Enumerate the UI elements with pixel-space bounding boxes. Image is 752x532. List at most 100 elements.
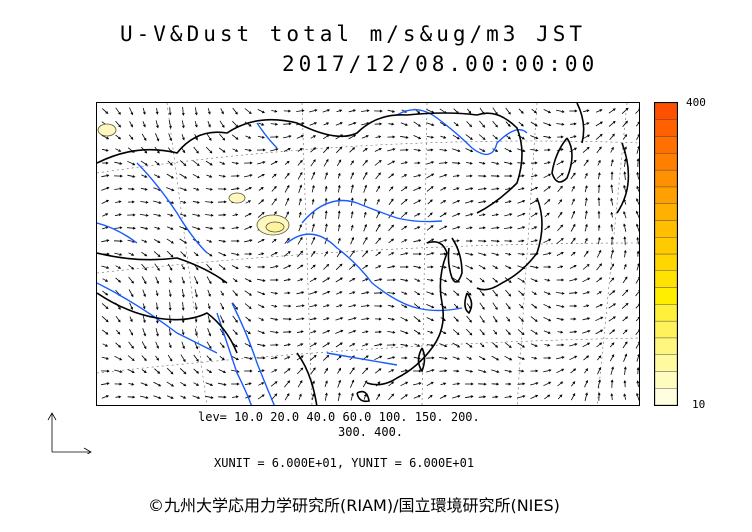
wind-vector <box>244 108 252 114</box>
wind-vector <box>141 263 147 271</box>
wind-vector <box>596 355 602 361</box>
wind-vector-head <box>378 135 382 139</box>
japan-hokkaido <box>551 137 573 183</box>
taiwan <box>417 347 426 373</box>
wind-vector <box>141 133 147 141</box>
wind-vector-head <box>324 210 328 214</box>
wind-vector <box>517 383 525 385</box>
wind-vector <box>452 175 460 177</box>
wind-vector-head <box>132 395 136 399</box>
scale-swatch <box>654 253 678 271</box>
wind-vector <box>517 329 525 335</box>
wind-vector-head <box>222 226 226 230</box>
wind-vector <box>569 265 577 269</box>
wind-vector <box>309 317 317 321</box>
wind-vector-head <box>496 382 500 386</box>
wind-vector-head <box>611 159 614 163</box>
wind-vector <box>635 277 639 284</box>
wind-vector-head <box>548 305 552 309</box>
wind-vector-head <box>260 187 264 190</box>
wind-vector <box>387 109 395 113</box>
wind-vector <box>244 174 252 178</box>
wind-vector <box>166 238 174 244</box>
wind-vector <box>114 252 122 256</box>
wind-vector <box>129 316 133 322</box>
wind-vector <box>388 393 394 401</box>
river-ganges <box>97 282 218 354</box>
wind-vector-head <box>143 111 146 115</box>
wind-vector-head <box>210 226 214 230</box>
wind-vector <box>349 367 355 375</box>
wind-vector-head <box>196 188 200 191</box>
wind-vector <box>388 211 394 219</box>
wind-vector-head <box>235 266 239 269</box>
wind-vector-head <box>560 185 563 189</box>
wind-vector-head <box>105 331 109 335</box>
wind-vector-head <box>234 344 238 348</box>
wind-vector-head <box>301 291 305 294</box>
wind-vector <box>479 343 485 347</box>
wind-vector <box>153 200 161 204</box>
wind-vector <box>636 134 639 140</box>
wind-vector-head <box>586 146 590 150</box>
wind-vector <box>156 302 158 310</box>
wind-vector-head <box>587 277 591 281</box>
wind-vector <box>622 329 628 335</box>
wind-vector-head <box>378 172 381 176</box>
wind-vector-head <box>168 333 172 337</box>
wind-vector <box>388 198 394 206</box>
wind-vector <box>298 198 302 206</box>
wind-vector-head <box>534 174 538 177</box>
wind-vector <box>636 224 639 232</box>
wind-vector-head <box>572 210 576 214</box>
wind-vector <box>335 263 343 271</box>
wind-vector-head <box>156 280 159 284</box>
wind-vector-head <box>324 185 328 189</box>
wind-vector-head <box>418 136 422 140</box>
wind-vector-head <box>469 239 473 243</box>
wind-vector-head <box>610 211 614 215</box>
wind-vector <box>622 341 628 349</box>
wind-vector-head <box>443 200 447 203</box>
wind-vector <box>337 173 341 179</box>
wind-vector <box>492 134 498 140</box>
wind-vector-head <box>585 185 588 189</box>
wind-vector <box>556 173 564 179</box>
wind-vector-head <box>106 357 109 360</box>
wind-vector <box>218 175 226 177</box>
wind-vector-head <box>288 122 292 126</box>
wind-vector-head <box>392 148 396 151</box>
wind-vector <box>322 277 330 283</box>
wind-vector <box>584 173 588 179</box>
wind-vector-head <box>597 172 601 176</box>
wind-vector <box>582 264 590 270</box>
wind-vector <box>115 265 121 269</box>
wind-vector <box>127 174 135 178</box>
wind-vector <box>192 173 200 179</box>
wind-vector-head <box>391 369 395 372</box>
wind-vector <box>193 368 199 374</box>
wind-vector-head <box>610 223 614 227</box>
wind-vector <box>374 160 382 166</box>
wind-vector-head <box>313 330 317 333</box>
wind-vector-head <box>352 263 356 267</box>
wind-vector <box>622 289 628 297</box>
wind-vector <box>141 174 147 178</box>
wind-vector-head <box>482 266 486 270</box>
wind-vector-head <box>119 253 123 256</box>
wind-vector <box>297 237 303 245</box>
wind-vector-head <box>483 187 487 191</box>
wind-vector-head <box>586 291 590 294</box>
wind-vector-head <box>598 355 602 359</box>
wind-vector <box>558 199 562 205</box>
wind-vector <box>478 200 486 204</box>
wind-vector-head <box>559 394 563 398</box>
wind-vector-head <box>625 289 629 293</box>
wind-vector <box>322 342 330 348</box>
wind-vector-head <box>210 383 214 386</box>
wind-vector-head <box>573 135 577 138</box>
wind-vector <box>231 134 239 140</box>
wind-vector-head <box>312 250 316 254</box>
wind-vector-head <box>392 160 396 164</box>
wind-vector-head <box>624 263 627 267</box>
